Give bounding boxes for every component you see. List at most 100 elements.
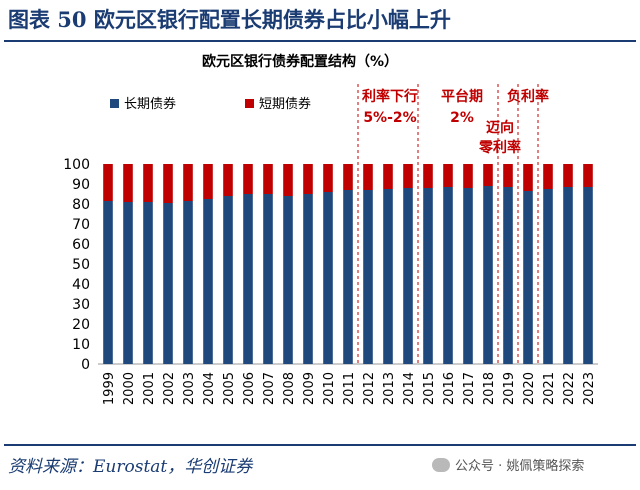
bar-short-term [323,164,333,192]
annotation-label: 5%-2% [363,110,416,126]
bar-long-term [563,187,573,364]
x-axis: 1999 2000 2001 2002 2003 2004 2005 2006 2007 2008… [102,372,597,405]
x-tick-label: 2017 [462,372,477,405]
chart-title: 欧元区银行债券配置结构（%） [202,53,398,70]
bar-long-term [443,187,453,364]
bar-short-term [123,164,133,202]
x-tick-label: 2002 [162,372,177,405]
x-tick-label: 2005 [222,372,237,405]
x-tick-label: 2019 [502,372,517,405]
bar-short-term [403,164,413,188]
y-tick-label: 100 [63,157,90,173]
bar-short-term [163,164,173,203]
annotation-label: 负利率 [507,88,549,105]
y-tick-label: 80 [72,197,90,213]
bar-short-term [143,164,153,202]
y-tick-label: 20 [72,317,90,333]
x-tick-label: 2001 [142,372,157,405]
y-tick-label: 50 [72,257,90,273]
bar-long-term [263,194,273,364]
annotation-label: 利率下行 [362,88,418,105]
bar-long-term [403,188,413,364]
bar-long-term [343,190,353,364]
x-tick-label: 2003 [182,372,197,405]
bar-short-term [243,164,253,194]
x-tick-label: 2014 [402,372,417,405]
x-tick-label: 2010 [322,372,337,405]
y-tick-label: 0 [81,357,90,373]
x-tick-label: 2022 [562,372,577,405]
y-tick-label: 10 [72,337,90,353]
bar-long-term [103,201,113,364]
bar-short-term [363,164,373,190]
bar-long-term [283,196,293,364]
x-tick-label: 2013 [382,372,397,405]
bar-long-term [463,188,473,364]
bar-long-term [383,189,393,364]
x-tick-label: 2006 [242,372,257,405]
bar-long-term [143,202,153,364]
wechat-icon [432,457,450,472]
x-tick-label: 2009 [302,372,317,405]
y-tick-label: 90 [72,177,90,193]
legend-swatch-short [245,99,254,108]
bar-long-term [203,199,213,364]
x-tick-label: 2008 [282,372,297,405]
bar-long-term [303,194,313,364]
bar-short-term [563,164,573,187]
x-tick-label: 2004 [202,372,217,405]
legend-swatch-long [110,99,119,108]
bar-long-term [123,202,133,364]
y-tick-label: 40 [72,277,90,293]
bar-short-term [303,164,313,194]
bar-long-term [523,191,533,364]
annotation-label: 平台期 [441,88,483,105]
bar-short-term [103,164,113,201]
annotation-label: 迈向 [486,119,514,136]
watermark-text: 公众号 · 姚佩策略探索 [455,459,585,474]
source-note: 资料来源：Eurostat，华创证券 [8,457,253,477]
legend: 长期债券 短期债券 [110,96,311,112]
bar-short-term [343,164,353,190]
bar-short-term [443,164,453,187]
bar-short-term [203,164,213,199]
x-tick-label: 2000 [122,372,137,405]
figure-title: 图表 50 欧元区银行配置长期债券占比小幅上升 [8,7,451,32]
x-tick-label: 2020 [522,372,537,405]
bar-long-term [363,190,373,364]
x-tick-label: 2023 [582,372,597,405]
x-tick-label: 2018 [482,372,497,405]
y-tick-label: 70 [72,217,90,233]
watermark: 公众号 · 姚佩策略探索 [432,455,584,474]
bar-long-term [223,196,233,364]
x-tick-label: 1999 [102,372,117,405]
bar-short-term [283,164,293,196]
legend-label-long: 长期债券 [124,96,176,112]
bar-short-term [503,164,513,187]
y-tick-label: 60 [72,237,90,253]
bar-short-term [523,164,533,191]
bar-long-term [163,203,173,364]
bar-short-term [583,164,593,187]
bar-short-term [183,164,193,201]
bar-short-term [383,164,393,189]
x-tick-label: 2007 [262,372,277,405]
legend-label-short: 短期债券 [259,96,311,112]
bar-long-term [483,186,493,364]
bar-long-term [243,194,253,364]
bar-long-term [503,187,513,364]
bar-long-term [323,192,333,364]
bar-short-term [223,164,233,196]
bar-short-term [263,164,273,194]
bar-short-term [543,164,553,189]
bar-short-term [423,164,433,188]
x-tick-label: 2011 [342,372,357,405]
bar-short-term [483,164,493,186]
x-tick-label: 2012 [362,372,377,405]
footer-divider [4,444,636,446]
bar-short-term [463,164,473,188]
title-divider [4,40,636,42]
bar-series [103,164,593,364]
x-tick-label: 2015 [422,372,437,405]
x-tick-label: 2016 [442,372,457,405]
